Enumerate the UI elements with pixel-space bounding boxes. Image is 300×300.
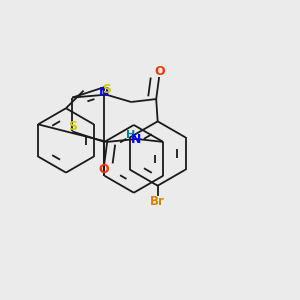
Text: O: O: [98, 164, 109, 176]
Text: H: H: [125, 130, 135, 140]
Text: N: N: [98, 86, 109, 99]
Text: Br: Br: [150, 194, 165, 208]
Text: S: S: [68, 120, 77, 133]
Text: O: O: [154, 65, 165, 78]
Text: N: N: [130, 133, 141, 146]
Text: S: S: [103, 83, 112, 96]
